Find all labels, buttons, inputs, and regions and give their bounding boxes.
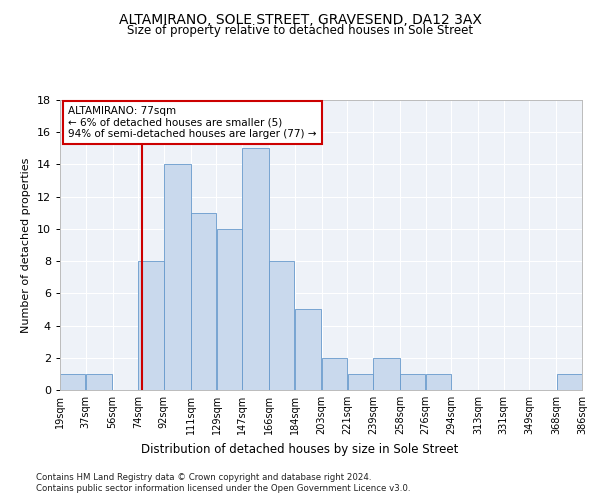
Bar bbox=[373, 358, 400, 390]
Bar bbox=[242, 148, 269, 390]
Bar bbox=[322, 358, 347, 390]
Text: Contains HM Land Registry data © Crown copyright and database right 2024.: Contains HM Land Registry data © Crown c… bbox=[36, 472, 371, 482]
Bar bbox=[557, 374, 582, 390]
Bar bbox=[86, 374, 112, 390]
Bar bbox=[347, 374, 373, 390]
Text: ALTAMIRANO: 77sqm
← 6% of detached houses are smaller (5)
94% of semi-detached h: ALTAMIRANO: 77sqm ← 6% of detached house… bbox=[68, 106, 316, 139]
Bar bbox=[400, 374, 425, 390]
Bar bbox=[269, 261, 295, 390]
Bar bbox=[295, 310, 322, 390]
Text: Distribution of detached houses by size in Sole Street: Distribution of detached houses by size … bbox=[142, 442, 458, 456]
Bar bbox=[164, 164, 191, 390]
Text: Contains public sector information licensed under the Open Government Licence v3: Contains public sector information licen… bbox=[36, 484, 410, 493]
Bar bbox=[426, 374, 451, 390]
Bar bbox=[139, 261, 164, 390]
Bar bbox=[60, 374, 85, 390]
Text: Size of property relative to detached houses in Sole Street: Size of property relative to detached ho… bbox=[127, 24, 473, 37]
Bar bbox=[217, 229, 242, 390]
Text: ALTAMIRANO, SOLE STREET, GRAVESEND, DA12 3AX: ALTAMIRANO, SOLE STREET, GRAVESEND, DA12… bbox=[119, 12, 481, 26]
Y-axis label: Number of detached properties: Number of detached properties bbox=[21, 158, 31, 332]
Bar bbox=[191, 213, 216, 390]
